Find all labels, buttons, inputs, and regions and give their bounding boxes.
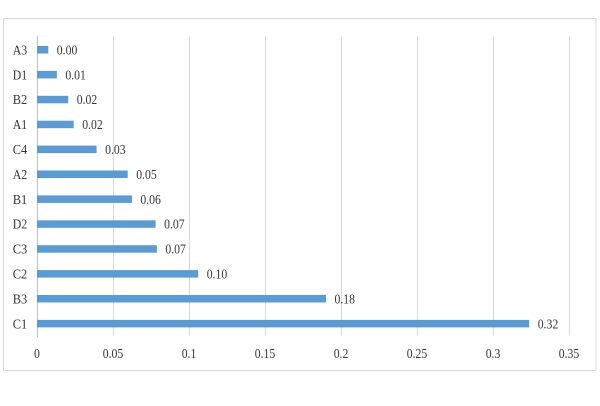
svg-text:0.15: 0.15 [255, 347, 276, 362]
svg-text:A3: A3 [13, 43, 28, 58]
svg-text:0.01: 0.01 [65, 68, 86, 83]
svg-text:0.2: 0.2 [334, 347, 349, 362]
svg-text:0: 0 [34, 347, 40, 362]
svg-text:C1: C1 [13, 317, 28, 332]
svg-text:0.05: 0.05 [136, 168, 157, 183]
svg-text:A1: A1 [13, 118, 28, 133]
svg-text:0.07: 0.07 [165, 243, 186, 258]
svg-text:0.25: 0.25 [407, 347, 428, 362]
svg-text:B3: B3 [13, 292, 28, 307]
svg-text:0.05: 0.05 [103, 347, 124, 362]
svg-text:C2: C2 [13, 268, 28, 283]
svg-text:B1: B1 [13, 193, 28, 208]
svg-text:D1: D1 [13, 68, 28, 83]
svg-text:A2: A2 [13, 168, 28, 183]
svg-text:0.03: 0.03 [105, 143, 126, 158]
svg-text:0.10: 0.10 [207, 268, 228, 283]
svg-text:0.00: 0.00 [57, 43, 78, 58]
svg-text:0.32: 0.32 [538, 317, 559, 332]
svg-text:0.02: 0.02 [82, 118, 103, 133]
svg-text:0.02: 0.02 [77, 93, 98, 108]
svg-text:0.07: 0.07 [164, 218, 185, 233]
svg-text:0.18: 0.18 [335, 292, 356, 307]
svg-text:C4: C4 [13, 143, 28, 158]
svg-text:C3: C3 [13, 243, 28, 258]
svg-text:D2: D2 [13, 218, 28, 233]
svg-text:0.1: 0.1 [182, 347, 197, 362]
svg-text:0.35: 0.35 [559, 347, 580, 362]
svg-text:B2: B2 [13, 93, 28, 108]
svg-text:0.06: 0.06 [140, 193, 161, 208]
svg-text:0.3: 0.3 [486, 347, 501, 362]
